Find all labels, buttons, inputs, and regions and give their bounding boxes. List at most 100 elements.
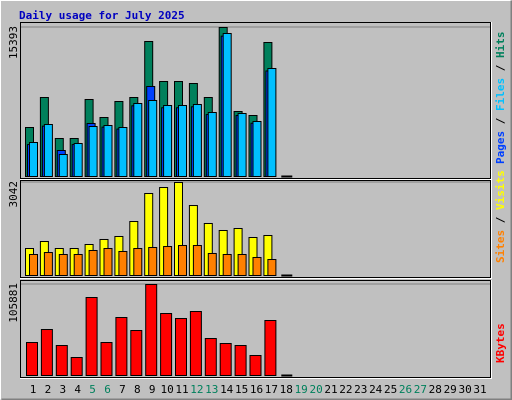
bar [192, 245, 202, 277]
bar [70, 356, 83, 377]
bar [160, 313, 173, 376]
bar [145, 284, 158, 376]
y-tick-label: 3042 [7, 181, 20, 208]
bar [207, 252, 217, 276]
y-tick-label: 105881 [7, 283, 20, 323]
bar [103, 248, 113, 276]
bar [88, 249, 98, 276]
bar [264, 320, 277, 377]
bar [249, 355, 262, 377]
x-tick-label: 25 [384, 383, 397, 396]
bar [192, 104, 202, 177]
x-tick-label: 3 [59, 383, 66, 396]
x-tick-label: 27 [414, 383, 427, 396]
x-tick-label: 10 [160, 383, 173, 396]
bar [103, 124, 113, 177]
bar [267, 259, 277, 276]
legend: KBytes [494, 323, 507, 363]
legend-entry: Visits [494, 170, 507, 210]
x-tick-label: 23 [354, 383, 367, 396]
bar [26, 342, 38, 376]
bar [73, 143, 83, 177]
bar [118, 251, 128, 277]
x-tick-label: 1 [30, 383, 37, 396]
x-tick-label: 20 [309, 383, 322, 396]
bar [115, 317, 128, 376]
legend-separator: / [494, 210, 507, 230]
legend-entry: Sites [494, 230, 507, 263]
bar [175, 318, 187, 376]
bar [29, 142, 38, 177]
x-tick-label: 7 [119, 383, 126, 396]
x-tick-label: 16 [250, 383, 263, 396]
x-tick-label: 21 [324, 383, 337, 396]
bar [73, 253, 83, 276]
x-tick-label: 26 [399, 383, 412, 396]
x-tick-label: 4 [74, 383, 81, 396]
bar [130, 330, 143, 376]
bar [43, 252, 53, 276]
x-tick-label: 8 [134, 383, 141, 396]
x-tick-label: 19 [295, 383, 308, 396]
bar [133, 103, 143, 177]
bar [85, 296, 98, 377]
bar [118, 127, 128, 177]
x-tick-label: 22 [339, 383, 352, 396]
bar [207, 111, 217, 177]
bar [163, 246, 173, 276]
plot-bevel [20, 280, 492, 379]
x-tick-label: 17 [265, 383, 278, 396]
bar [88, 126, 98, 177]
bar [58, 153, 68, 177]
legend-entry: KBytes [494, 323, 507, 363]
bar [163, 104, 173, 177]
legend-separator: / [494, 111, 507, 131]
y-tick-label: 15393 [7, 26, 20, 59]
plot-bevel [20, 22, 492, 180]
bar [222, 33, 232, 177]
x-tick-label: 6 [104, 383, 111, 396]
bar [148, 246, 158, 276]
legend-separator: / [494, 58, 507, 78]
x-tick-label: 14 [220, 383, 234, 396]
bar [252, 120, 262, 177]
bar [252, 256, 262, 277]
bar [178, 245, 187, 277]
x-tick-label: 5 [89, 383, 96, 396]
bar [237, 113, 247, 178]
x-tick-label: 9 [149, 383, 156, 396]
bar [58, 253, 68, 276]
chart-title: Daily usage for July 2025 [19, 9, 185, 22]
bar [234, 345, 247, 377]
bar [100, 342, 113, 376]
x-tick-label: 2 [45, 383, 52, 396]
legend-entry: Hits [494, 32, 507, 59]
bar [178, 104, 187, 177]
legend: Sites / Visits [494, 170, 507, 263]
x-tick-label: 29 [444, 383, 457, 396]
bar [55, 345, 68, 377]
bar [29, 253, 38, 276]
x-tick-label: 24 [369, 383, 383, 396]
bar [267, 68, 277, 177]
x-tick-label: 13 [205, 383, 218, 396]
x-tick-label: 11 [175, 383, 188, 396]
x-tick-label: 31 [473, 383, 486, 396]
legend-entry: Files [494, 78, 507, 111]
legend-entry: Pages [494, 131, 507, 164]
x-tick-label: 18 [280, 383, 293, 396]
legend: Pages / Files / Hits [494, 32, 507, 165]
bar [43, 124, 53, 177]
bar [40, 329, 53, 376]
bar [222, 253, 232, 276]
bar [204, 338, 217, 376]
plot-bevel [20, 180, 492, 279]
bar [189, 311, 202, 377]
bar [133, 248, 143, 276]
x-tick-label: 30 [458, 383, 471, 396]
bar [148, 100, 158, 177]
bar [219, 343, 232, 376]
x-tick-label: 15 [235, 383, 248, 396]
